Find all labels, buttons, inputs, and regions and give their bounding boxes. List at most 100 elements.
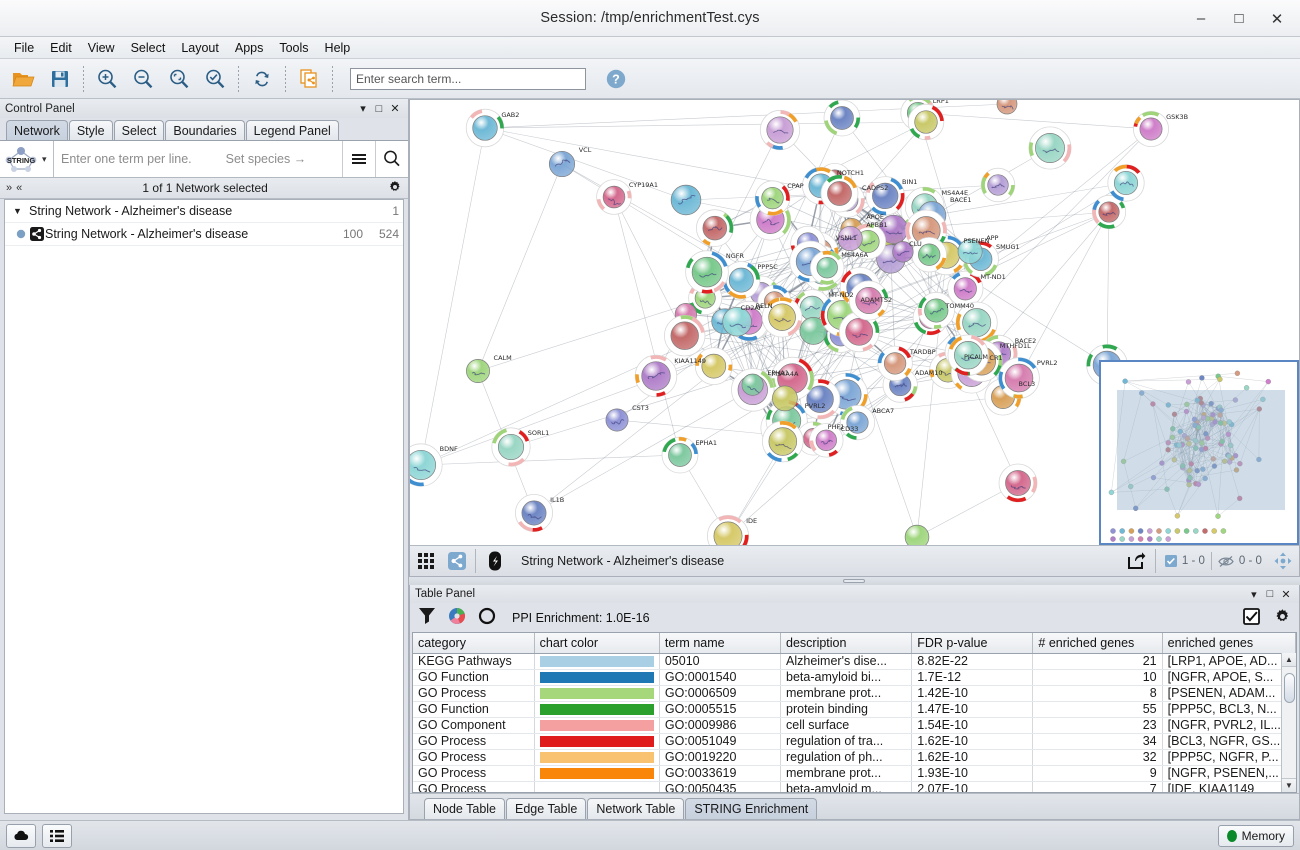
set-species-link[interactable]: Set species → (225, 152, 307, 166)
tab-style[interactable]: Style (68, 120, 113, 140)
tab-legend-panel[interactable]: Legend Panel (245, 120, 339, 140)
right-column: MT-ND2 MT-ND1 VSNL1 CD2AP MS4A6A MS4A4A MS4A4E… (409, 99, 1300, 820)
tab-string-enrichment[interactable]: STRING Enrichment (685, 798, 818, 819)
search-icon[interactable] (375, 141, 408, 177)
column-header-chart-color[interactable]: chart color (534, 633, 660, 654)
column-header-term-name[interactable]: term name (659, 633, 782, 654)
export-network-icon[interactable] (291, 62, 327, 96)
close-button[interactable]: ✕ (1270, 10, 1284, 28)
pie-chart-icon[interactable] (448, 607, 466, 628)
menu-help[interactable]: Help (324, 40, 351, 55)
control-panel-float-icon[interactable]: □ (375, 102, 383, 115)
memory-status-button[interactable]: Memory (1217, 824, 1294, 847)
tree-child-row[interactable]: String Network - Alzheimer's disease 100… (5, 223, 403, 246)
enrichment-table[interactable]: category chart color term name descripti… (412, 632, 1297, 793)
birds-eye-viewport-rect[interactable] (1116, 390, 1285, 510)
tab-network-table[interactable]: Network Table (587, 798, 685, 819)
funnel-icon[interactable] (418, 606, 436, 629)
column-header-fdr-pvalue[interactable]: FDR p-value (911, 633, 1034, 654)
menu-edit[interactable]: Edit (50, 40, 72, 55)
save-icon[interactable] (42, 62, 78, 96)
zoom-out-icon[interactable] (125, 62, 161, 96)
minimize-button[interactable]: – (1196, 10, 1206, 27)
chevron-down-icon[interactable]: ▼ (13, 206, 22, 216)
tree-root-row[interactable]: ▼ String Network - Alzheimer's disease 1 (5, 200, 403, 223)
open-folder-icon[interactable] (6, 62, 42, 96)
column-header-description[interactable]: description (780, 633, 913, 654)
table-row[interactable]: GO Process GO:0033619 membrane prot... 1.93… (413, 765, 1296, 782)
task-list-icon[interactable] (42, 823, 72, 848)
category-cell: GO Process (413, 781, 535, 793)
expand-all-icon[interactable]: » (6, 182, 13, 194)
zoom-fit-icon[interactable] (161, 62, 197, 96)
string-dropdown-caret-icon[interactable]: ▾ (42, 141, 54, 177)
tab-edge-table[interactable]: Edge Table (506, 798, 587, 819)
network-node-label: SMUG1 (995, 242, 1020, 251)
birds-eye-view[interactable] (1098, 360, 1299, 545)
fdr-pvalue-cell: 8.82E-22 (911, 653, 1034, 670)
menu-file[interactable]: File (14, 40, 35, 55)
table-panel-collapse-icon[interactable]: ▾ (1251, 588, 1257, 601)
collapse-all-icon[interactable]: « (16, 182, 23, 194)
column-header-enriched-count[interactable]: # enriched genes (1032, 633, 1163, 654)
control-panel-close-icon[interactable]: ✕ (390, 103, 400, 115)
network-canvas[interactable]: MT-ND2 MT-ND1 VSNL1 CD2AP MS4A6A MS4A4A MS4A4E… (410, 100, 1299, 545)
table-row[interactable]: GO Process GO:0019220 regulation of ph... 1… (413, 749, 1296, 766)
table-panel-float-icon[interactable]: □ (1266, 588, 1274, 601)
table-scrollbar[interactable]: ▲ ▼ (1280, 653, 1296, 792)
control-panel-collapse-icon[interactable]: ▾ (360, 103, 366, 115)
table-row[interactable]: GO Component GO:0009986 cell surface 1.54E-… (413, 717, 1296, 734)
share-network-icon[interactable] (441, 547, 472, 576)
table-row[interactable]: GO Process GO:0006509 membrane prot... 1.42… (413, 685, 1296, 702)
column-header-enriched-genes[interactable]: enriched genes (1162, 633, 1296, 654)
column-header-category[interactable]: category (413, 633, 535, 654)
tab-network[interactable]: Network (6, 120, 68, 140)
menu-apps[interactable]: Apps (234, 40, 264, 55)
tab-node-table[interactable]: Node Table (424, 798, 506, 819)
table-row[interactable]: GO Function GO:0001540 beta-amyloid bi... 1… (413, 669, 1296, 686)
search-input[interactable]: Enter search term... (350, 67, 586, 90)
string-query-input[interactable]: Enter one term per line. Set species → (54, 141, 342, 177)
table-panel-toolbar: PPI Enrichment: 1.0E-16 (410, 603, 1299, 633)
menu-select[interactable]: Select (130, 40, 166, 55)
donut-icon[interactable] (478, 607, 496, 628)
network-node-label: TARDBP (909, 347, 936, 356)
maximize-button[interactable]: □ (1234, 10, 1244, 27)
selected-nodes-indicator[interactable]: 1 - 0 (1159, 555, 1211, 567)
refresh-icon[interactable] (244, 62, 280, 96)
table-row[interactable]: GO Function GO:0005515 protein binding 1.47… (413, 701, 1296, 718)
checkbox-icon[interactable] (1243, 607, 1260, 628)
cloud-status-icon[interactable] (6, 823, 36, 848)
category-cell: GO Process (413, 749, 535, 766)
splitter-grip[interactable] (843, 579, 866, 583)
table-row[interactable]: KEGG Pathways 05010 Alzheimer's dise... 8.8… (413, 653, 1296, 670)
annotation-icon[interactable] (479, 547, 510, 576)
scrollbar-thumb[interactable] (1283, 673, 1295, 704)
table-panel-close-icon[interactable]: ✕ (1281, 588, 1291, 601)
panel-splitter[interactable] (409, 577, 1300, 585)
network-node-label: VSNL1 (835, 233, 857, 242)
zoom-selected-icon[interactable] (197, 62, 233, 96)
help-icon[interactable]: ? (598, 62, 634, 96)
table-row[interactable]: GO Process GO:0051049 regulation of tra...… (413, 733, 1296, 750)
hidden-nodes-indicator[interactable]: 0 - 0 (1212, 555, 1268, 568)
scroll-down-arrow-icon[interactable]: ▼ (1281, 778, 1296, 792)
tab-boundaries[interactable]: Boundaries (165, 120, 245, 140)
hamburger-icon[interactable] (342, 141, 375, 177)
gear-icon[interactable] (388, 180, 402, 197)
string-logo-icon[interactable]: STRING (0, 141, 42, 177)
menu-view[interactable]: View (87, 40, 115, 55)
ppi-enrichment-label: PPI Enrichment: 1.0E-16 (512, 610, 650, 625)
tab-select[interactable]: Select (113, 120, 165, 140)
enriched-count-cell: 9 (1032, 765, 1163, 782)
zoom-in-icon[interactable] (89, 62, 125, 96)
menu-layout[interactable]: Layout (181, 40, 219, 55)
menu-tools[interactable]: Tools (279, 40, 309, 55)
scroll-up-arrow-icon[interactable]: ▲ (1281, 653, 1296, 668)
table-row[interactable]: GO Process GO:0050435 beta-amyloid m... 2.0… (413, 781, 1296, 793)
gear-icon[interactable] (1274, 608, 1291, 628)
export-image-icon[interactable] (1121, 547, 1152, 576)
table-body: KEGG Pathways 05010 Alzheimer's dise... 8.8… (413, 653, 1296, 793)
grid-layout-icon[interactable] (410, 547, 441, 576)
fit-content-icon[interactable] (1268, 547, 1299, 576)
